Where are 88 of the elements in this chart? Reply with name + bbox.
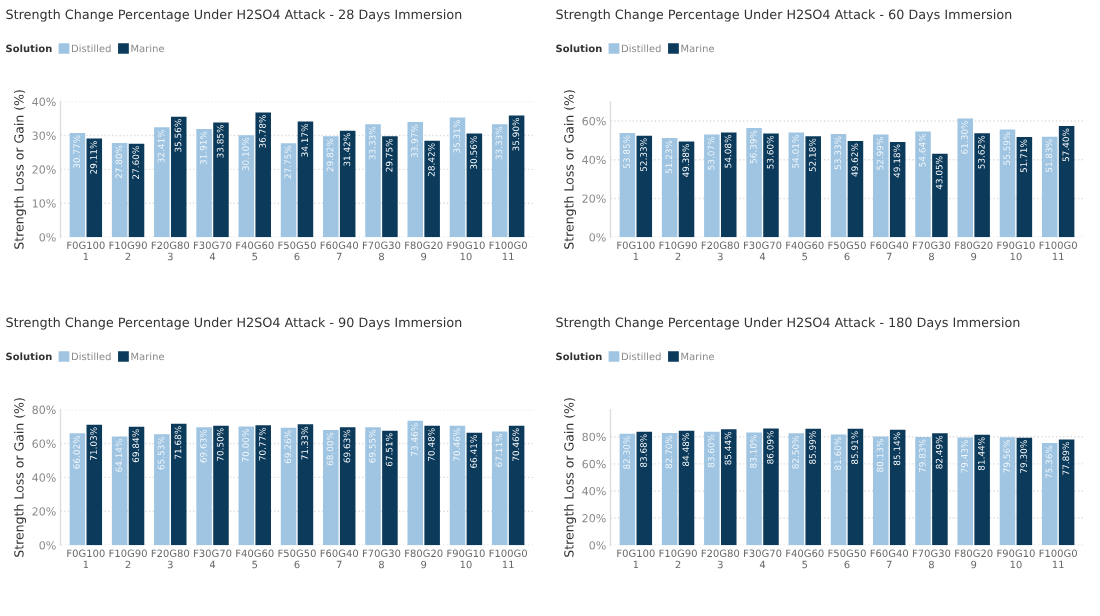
bar	[932, 433, 948, 546]
bar	[280, 427, 297, 546]
bar	[915, 131, 931, 238]
bar	[932, 153, 948, 238]
bar	[255, 425, 271, 546]
bar	[746, 127, 762, 238]
bar	[297, 424, 314, 546]
bar	[297, 121, 314, 238]
bar	[466, 432, 483, 546]
bar	[238, 135, 255, 238]
bar	[661, 137, 678, 238]
bar	[746, 432, 762, 546]
bar	[69, 132, 86, 238]
bar	[339, 130, 356, 238]
bar	[830, 434, 847, 546]
bar	[323, 136, 339, 238]
bar	[213, 122, 229, 238]
bar	[1016, 137, 1033, 238]
bar	[196, 427, 212, 546]
bar	[889, 141, 906, 238]
bar	[704, 134, 720, 238]
bar	[847, 428, 864, 546]
bar	[128, 143, 145, 238]
bar	[86, 424, 103, 546]
bar	[365, 124, 381, 238]
bar	[424, 425, 440, 546]
bar	[508, 425, 525, 546]
bar	[619, 132, 636, 238]
bar	[974, 133, 990, 238]
bar	[196, 129, 212, 238]
bar	[154, 434, 170, 546]
bar	[830, 133, 847, 238]
bar	[111, 142, 128, 238]
bar	[720, 429, 737, 546]
bar	[128, 426, 145, 546]
bar	[999, 129, 1016, 238]
bar	[763, 133, 779, 238]
bar	[238, 426, 255, 546]
bar	[1041, 136, 1058, 238]
bar	[154, 127, 170, 238]
bar	[619, 433, 636, 546]
bar	[382, 136, 398, 238]
bar	[508, 115, 525, 238]
bar	[974, 434, 990, 546]
bar	[805, 428, 821, 546]
bar	[170, 116, 187, 238]
bar	[636, 135, 653, 238]
bar	[86, 138, 103, 238]
bar	[491, 124, 508, 238]
bar	[1041, 443, 1058, 546]
bar	[957, 437, 974, 546]
bar	[788, 433, 805, 546]
bar	[170, 423, 187, 546]
bar	[915, 436, 931, 546]
bar	[720, 132, 737, 238]
bar	[213, 425, 229, 546]
bar	[1058, 126, 1075, 238]
bar	[323, 429, 339, 546]
bar	[111, 436, 128, 546]
bar	[704, 431, 720, 546]
bar	[466, 133, 483, 238]
bar	[280, 143, 297, 238]
bar	[957, 118, 974, 238]
bar	[788, 132, 805, 238]
bar	[873, 134, 889, 238]
bar	[847, 141, 864, 238]
bar	[678, 430, 695, 546]
bar	[491, 431, 508, 546]
bar	[661, 433, 678, 546]
bar	[763, 428, 779, 546]
bar	[678, 141, 695, 238]
bar	[382, 430, 398, 546]
bar	[407, 420, 424, 546]
bar	[1058, 439, 1075, 546]
bar	[1016, 437, 1033, 546]
bar	[255, 112, 271, 238]
bar	[805, 136, 821, 238]
bar	[999, 437, 1016, 546]
bar	[889, 429, 906, 546]
bar	[873, 436, 889, 546]
bar	[339, 427, 356, 546]
bar	[407, 122, 424, 238]
bar	[449, 425, 466, 546]
bar	[365, 427, 381, 546]
bar	[424, 140, 440, 238]
bar	[69, 433, 86, 546]
bar	[636, 431, 653, 546]
bar	[449, 117, 466, 238]
